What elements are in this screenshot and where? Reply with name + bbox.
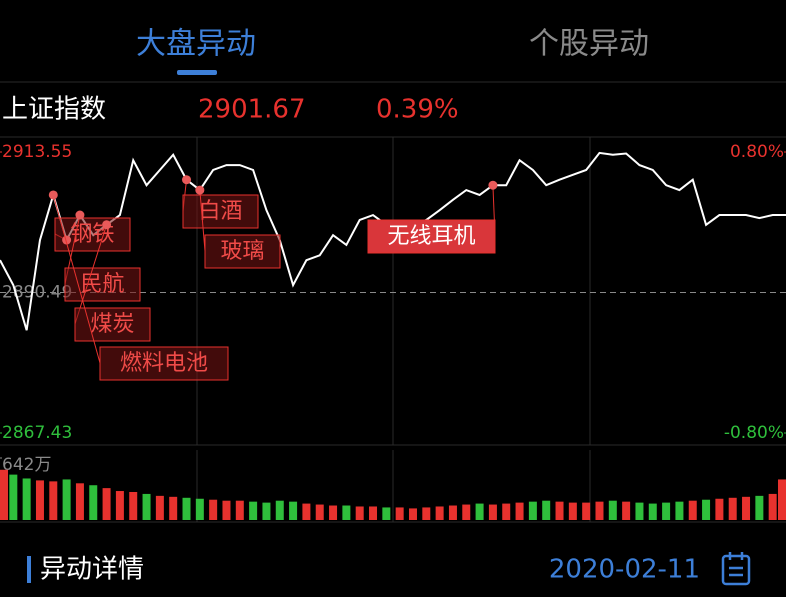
- volume-bar: [209, 499, 218, 520]
- volume-bar: [778, 479, 786, 520]
- volume-bar: [488, 504, 497, 520]
- annotation-label: 无线耳机: [387, 224, 475, 249]
- volume-bar: [169, 496, 178, 520]
- volume-bar: [329, 505, 338, 520]
- volume-bar: [342, 505, 351, 520]
- volume-bar: [448, 505, 457, 520]
- section-marker: [27, 556, 31, 583]
- volume-bar: [568, 502, 577, 520]
- volume-bar: [502, 503, 511, 520]
- index-price: 2901.67: [198, 95, 306, 125]
- volume-bar: [555, 501, 564, 520]
- volume-bar: [622, 501, 631, 520]
- annotation-label: 煤炭: [90, 312, 134, 337]
- volume-bar: [315, 504, 324, 520]
- volume-bar: [755, 495, 764, 520]
- volume-bar: [115, 491, 124, 520]
- volume-bar: [75, 483, 84, 520]
- volume-bar: [195, 498, 204, 520]
- volume-bar: [222, 500, 231, 520]
- annotation-dot: [182, 175, 192, 185]
- y2-tick-label: 0.80%: [730, 142, 784, 162]
- annotation-dot: [62, 235, 72, 245]
- annotation-box: [367, 219, 496, 254]
- volume-max-label: 642万: [2, 455, 51, 475]
- volume-bar: [275, 500, 284, 520]
- index-name: 上证指数: [2, 95, 106, 125]
- annotation-dot: [48, 190, 58, 200]
- volume-bar: [608, 500, 617, 520]
- annotation-leader: [74, 224, 108, 325]
- annotation-dot: [102, 220, 112, 230]
- volume-bar: [408, 508, 417, 520]
- volume-bar: [49, 481, 58, 520]
- volume-bar: [302, 503, 311, 520]
- date[interactable]: 2020-02-11: [549, 555, 700, 585]
- volume-bar: [89, 485, 98, 520]
- volume-bar: [129, 491, 138, 520]
- volume-bar: [0, 469, 8, 520]
- volume-bar: [702, 499, 711, 520]
- volume-bar: [355, 506, 364, 520]
- tab[interactable]: 个股异动: [529, 27, 649, 62]
- volume-bar: [369, 506, 378, 520]
- volume-bar: [262, 502, 271, 520]
- volume-bar: [435, 506, 444, 520]
- volume-bar: [515, 502, 524, 520]
- annotation-dot: [75, 210, 85, 220]
- annotation-label: 白酒: [198, 199, 242, 224]
- volume-bar: [662, 502, 671, 520]
- annotation-dot: [195, 185, 205, 195]
- section-title: 异动详情: [40, 555, 144, 585]
- y-tick-label: 2890.49: [2, 283, 72, 303]
- y2-tick-label: -0.80%: [724, 423, 784, 443]
- volume-bar: [22, 478, 31, 520]
- annotation-leader: [199, 190, 206, 252]
- tab-indicator: [177, 70, 217, 75]
- volume-bar: [675, 501, 684, 520]
- volume-bar: [382, 507, 391, 520]
- volume-bar: [422, 507, 431, 520]
- index-change: 0.39%: [376, 95, 459, 125]
- y-tick-label: 2913.55: [2, 142, 72, 162]
- volume-bar: [768, 493, 777, 520]
- calendar-icon[interactable]: [721, 552, 751, 586]
- volume-bar: [142, 493, 151, 520]
- volume-bar: [235, 500, 244, 520]
- annotation-box: [182, 194, 259, 229]
- annotation-box: [99, 346, 229, 381]
- volume-bar: [688, 500, 697, 520]
- volume-bar: [528, 501, 537, 520]
- annotation-label: 燃料电池: [120, 351, 208, 376]
- tab-active[interactable]: 大盘异动: [136, 27, 256, 62]
- volume-bar: [62, 479, 71, 520]
- y-tick-label: 2867.43: [2, 423, 72, 443]
- volume-bar: [582, 502, 591, 520]
- volume-bar: [35, 480, 44, 520]
- volume-bar: [475, 503, 484, 520]
- annotation-box: [204, 234, 281, 269]
- volume-bar: [102, 488, 111, 520]
- annotation-box: [64, 267, 141, 302]
- annotation-box: [74, 307, 151, 342]
- volume-bar: [595, 501, 604, 520]
- volume-bar: [742, 496, 751, 520]
- volume-bar: [648, 503, 657, 520]
- volume-bar: [249, 501, 258, 520]
- volume-bar: [289, 501, 298, 520]
- volume-bar: [542, 500, 551, 520]
- volume-bar: [635, 502, 644, 520]
- volume-bar: [728, 497, 737, 520]
- volume-bar: [715, 498, 724, 520]
- volume-bar: [155, 495, 164, 520]
- annotation-leader: [52, 194, 101, 364]
- volume-bar: [462, 504, 471, 520]
- volume-bar: [395, 507, 404, 520]
- volume-bar: [9, 474, 18, 520]
- annotation-label: 玻璃: [220, 239, 264, 264]
- annotation-dot: [488, 180, 498, 190]
- volume-bar: [182, 497, 191, 520]
